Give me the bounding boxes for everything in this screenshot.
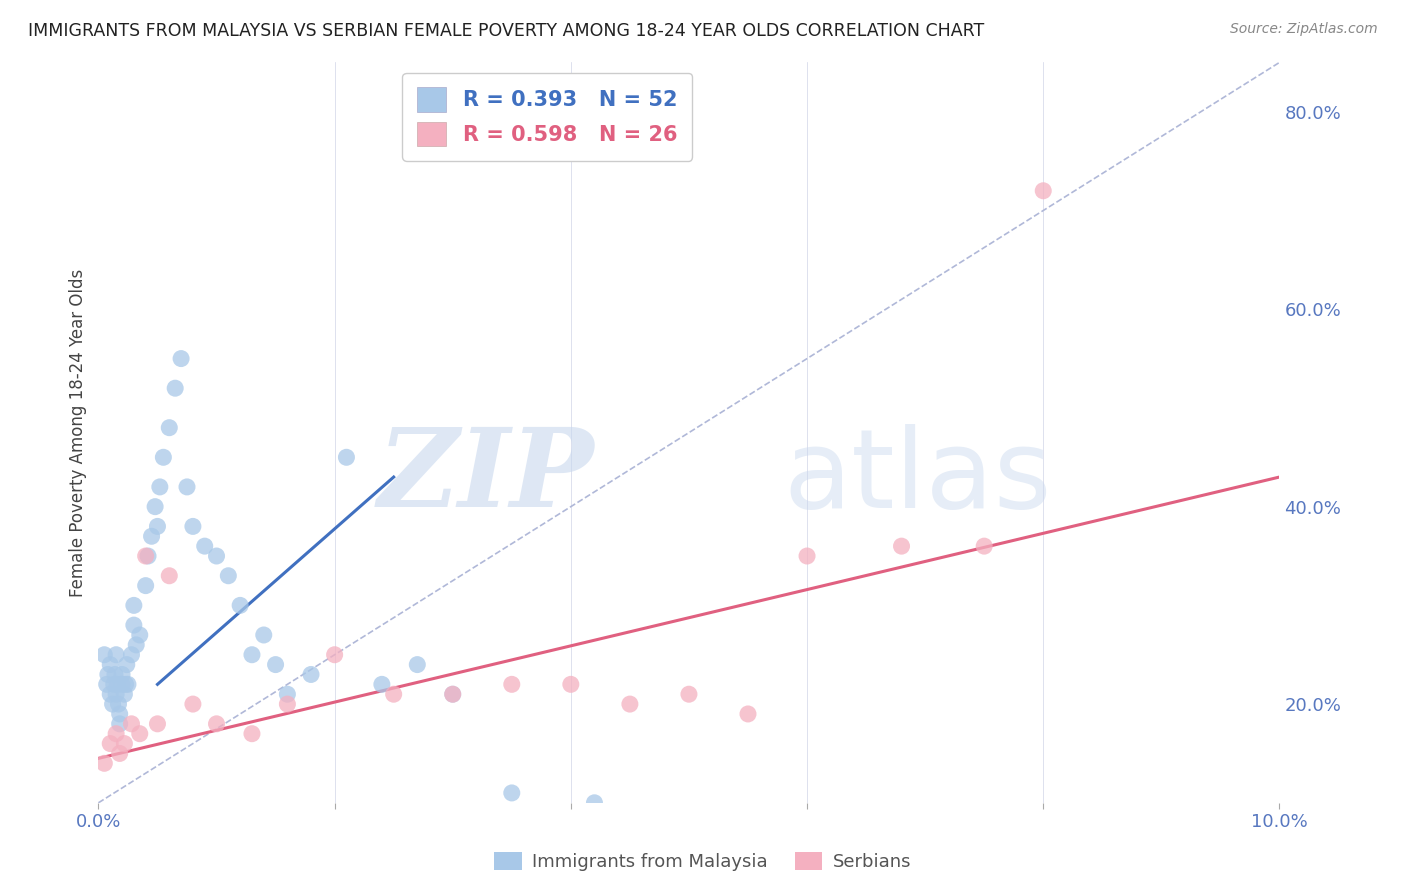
- Point: [276, 697, 298, 711]
- Point: [103, 677, 125, 691]
- Point: [205, 549, 228, 563]
- Point: [796, 549, 818, 563]
- Point: [253, 628, 276, 642]
- Point: [240, 727, 263, 741]
- Point: [441, 687, 464, 701]
- Point: [371, 677, 394, 691]
- Point: [108, 706, 131, 721]
- Point: [335, 450, 357, 465]
- Point: [117, 677, 139, 691]
- Point: [93, 756, 115, 771]
- Point: [240, 648, 263, 662]
- Point: [121, 716, 143, 731]
- Point: [152, 450, 174, 465]
- Point: [114, 677, 136, 691]
- Point: [583, 796, 606, 810]
- Point: [107, 697, 129, 711]
- Point: [121, 648, 143, 662]
- Point: [135, 579, 157, 593]
- Point: [229, 599, 252, 613]
- Point: [382, 687, 405, 701]
- Point: [146, 519, 169, 533]
- Point: [176, 480, 198, 494]
- Point: [112, 737, 135, 751]
- Point: [141, 529, 163, 543]
- Point: [97, 667, 120, 681]
- Point: [101, 697, 124, 711]
- Point: [299, 667, 322, 681]
- Point: [93, 648, 115, 662]
- Point: [157, 420, 180, 434]
- Point: [98, 687, 121, 701]
- Point: [104, 667, 127, 681]
- Point: [105, 687, 128, 701]
- Text: Source: ZipAtlas.com: Source: ZipAtlas.com: [1230, 22, 1378, 37]
- Point: [406, 657, 429, 672]
- Point: [149, 480, 172, 494]
- Legend: Immigrants from Malaysia, Serbians: Immigrants from Malaysia, Serbians: [488, 845, 918, 879]
- Point: [136, 549, 159, 563]
- Point: [143, 500, 166, 514]
- Point: [194, 539, 217, 553]
- Point: [170, 351, 193, 366]
- Point: [115, 657, 138, 672]
- Point: [560, 677, 582, 691]
- Point: [157, 568, 180, 582]
- Point: [111, 677, 134, 691]
- Point: [122, 599, 145, 613]
- Text: atlas: atlas: [783, 424, 1052, 531]
- Y-axis label: Female Poverty Among 18-24 Year Olds: Female Poverty Among 18-24 Year Olds: [69, 268, 87, 597]
- Point: [112, 687, 135, 701]
- Point: [98, 657, 121, 672]
- Point: [111, 667, 134, 681]
- Point: [205, 716, 228, 731]
- Text: ZIP: ZIP: [378, 424, 595, 531]
- Point: [146, 716, 169, 731]
- Point: [108, 716, 131, 731]
- Point: [264, 657, 287, 672]
- Point: [678, 687, 700, 701]
- Point: [323, 648, 346, 662]
- Point: [181, 519, 204, 533]
- Point: [128, 727, 150, 741]
- Point: [501, 786, 523, 800]
- Point: [135, 549, 157, 563]
- Point: [890, 539, 912, 553]
- Point: [276, 687, 298, 701]
- Point: [165, 381, 187, 395]
- Point: [105, 648, 128, 662]
- Point: [105, 677, 128, 691]
- Legend: R = 0.393   N = 52, R = 0.598   N = 26: R = 0.393 N = 52, R = 0.598 N = 26: [402, 73, 692, 161]
- Point: [441, 687, 464, 701]
- Point: [217, 568, 239, 582]
- Text: IMMIGRANTS FROM MALAYSIA VS SERBIAN FEMALE POVERTY AMONG 18-24 YEAR OLDS CORRELA: IMMIGRANTS FROM MALAYSIA VS SERBIAN FEMA…: [28, 22, 984, 40]
- Point: [96, 677, 118, 691]
- Point: [125, 638, 148, 652]
- Point: [181, 697, 204, 711]
- Point: [105, 727, 128, 741]
- Point: [1032, 184, 1054, 198]
- Point: [122, 618, 145, 632]
- Point: [128, 628, 150, 642]
- Point: [501, 677, 523, 691]
- Point: [973, 539, 995, 553]
- Point: [108, 747, 131, 761]
- Point: [98, 737, 121, 751]
- Point: [619, 697, 641, 711]
- Point: [737, 706, 759, 721]
